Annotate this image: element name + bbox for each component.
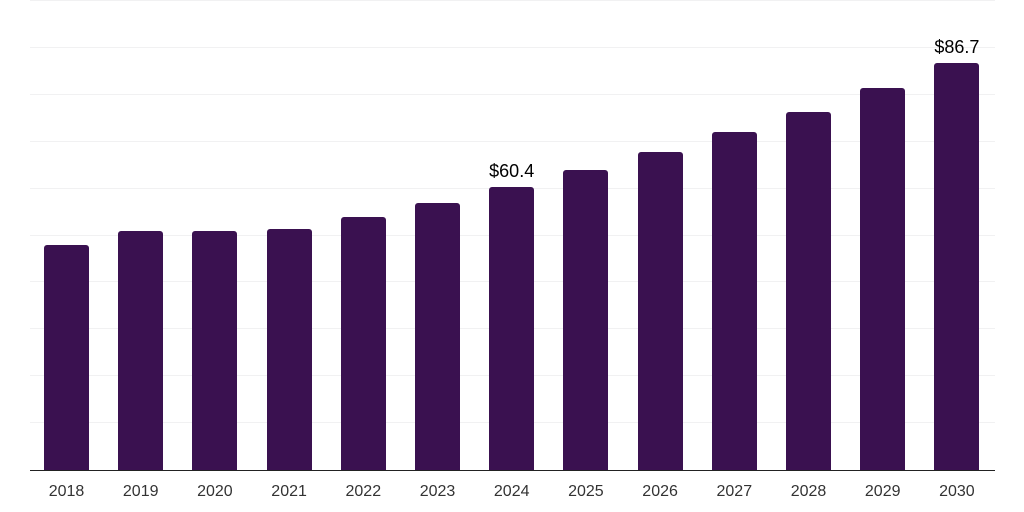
bar-2018: [44, 245, 89, 470]
bar-2022: [340, 217, 386, 470]
bar-2023: [415, 202, 460, 470]
x-tick-label-2030: 2030: [939, 483, 975, 500]
gridline: [30, 46, 995, 48]
x-tick-label-2020: 2020: [197, 483, 233, 500]
x-axis: 2018 2019 2020 2021 2022 2023 2024 2025 2026 2027…: [30, 482, 995, 506]
bar-2021: [266, 229, 312, 470]
x-tick-label-2024: 2024: [493, 483, 530, 500]
x-tick-label-2021: 2021: [271, 483, 307, 500]
x-tick-label-2022: 2022: [345, 483, 382, 500]
x-tick-label-2019: 2019: [122, 483, 159, 500]
bar-2028: [786, 111, 831, 470]
bar-2020: [192, 231, 238, 470]
bar-2026: [637, 152, 683, 470]
bar-2029: [860, 87, 906, 470]
value-label-2024: $60.4: [489, 160, 535, 181]
plot-area: $60.4 $86.7: [30, 0, 995, 471]
gridline: [30, 0, 995, 1]
bar-2024: [489, 186, 535, 470]
x-tick-label-2026: 2026: [642, 483, 678, 500]
x-tick-label-2018: 2018: [48, 483, 85, 500]
x-tick-label-2029: 2029: [864, 483, 901, 500]
x-tick-label-2028: 2028: [790, 483, 827, 500]
bar-2027: [711, 132, 757, 470]
x-tick-label-2023: 2023: [419, 483, 456, 500]
value-label-2030: $86.7: [934, 37, 980, 58]
gridline: [30, 93, 995, 95]
bar-2025: [563, 170, 609, 470]
x-tick-label-2025: 2025: [568, 483, 604, 500]
x-tick-label-2027: 2027: [716, 483, 753, 500]
bar-2030: [934, 63, 980, 470]
gridline: [30, 140, 995, 142]
bar-2019: [118, 230, 164, 470]
